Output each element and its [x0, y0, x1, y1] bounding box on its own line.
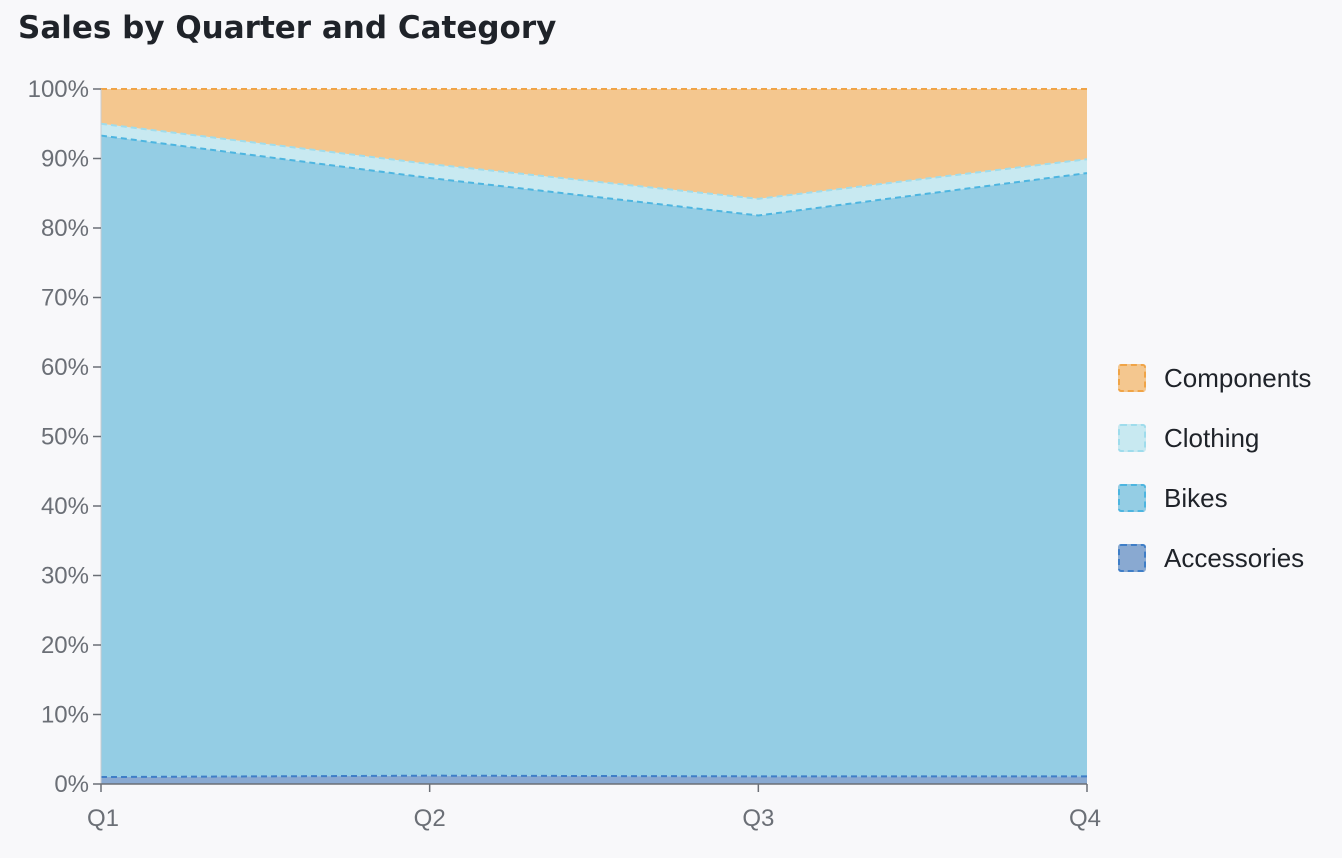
y-tick-label: 40%	[41, 493, 89, 520]
area-bikes	[101, 135, 1087, 778]
line-accessories	[100, 774, 1087, 779]
y-tick-label: 90%	[41, 146, 89, 173]
x-tick-label: Q4	[1069, 805, 1101, 832]
x-axis-ticks: Q1 Q2 Q3 Q4	[87, 784, 1101, 832]
y-tick-label: 20%	[41, 632, 89, 659]
y-axis-ticks: 0% 10% 20% 30% 40% 50% 60% 70% 80% 90% 100%	[28, 76, 101, 798]
legend-item-accessories[interactable]: Accessories	[1118, 528, 1311, 588]
y-tick-label: 60%	[41, 354, 89, 381]
x-tick-label: Q3	[742, 805, 774, 832]
area-accessories	[101, 775, 1087, 784]
legend-swatch	[1118, 484, 1146, 512]
y-tick-label: 0%	[54, 771, 89, 798]
legend-swatch	[1118, 364, 1146, 392]
y-tick-label: 70%	[41, 285, 89, 312]
legend-label: Bikes	[1164, 482, 1228, 513]
line-bikes	[100, 134, 1088, 217]
chart-series-lines	[100, 88, 1088, 779]
line-clothing	[100, 122, 1088, 200]
legend-label: Clothing	[1164, 422, 1260, 453]
legend-swatch	[1118, 424, 1146, 452]
y-tick-label: 80%	[41, 215, 89, 242]
legend-item-bikes[interactable]: Bikes	[1118, 468, 1311, 528]
x-tick-label: Q2	[414, 805, 446, 832]
y-tick-label: 100%	[28, 76, 89, 103]
area-components	[101, 89, 1087, 199]
legend-item-clothing[interactable]: Clothing	[1118, 408, 1311, 468]
y-tick-label: 50%	[41, 424, 89, 451]
y-tick-label: 30%	[41, 563, 89, 590]
legend-label: Components	[1164, 362, 1312, 393]
legend-label: Accessories	[1164, 542, 1305, 573]
x-tick-label: Q1	[87, 805, 119, 832]
chart-title: Sales by Quarter and Category	[18, 10, 557, 46]
legend-swatch	[1118, 544, 1146, 572]
area-clothing	[101, 123, 1087, 216]
y-tick-label: 10%	[41, 702, 89, 729]
legend-item-components[interactable]: Components	[1118, 348, 1311, 408]
chart-legend: Components Clothing Bikes Accessories	[1118, 348, 1311, 588]
chart-areas	[101, 89, 1087, 784]
